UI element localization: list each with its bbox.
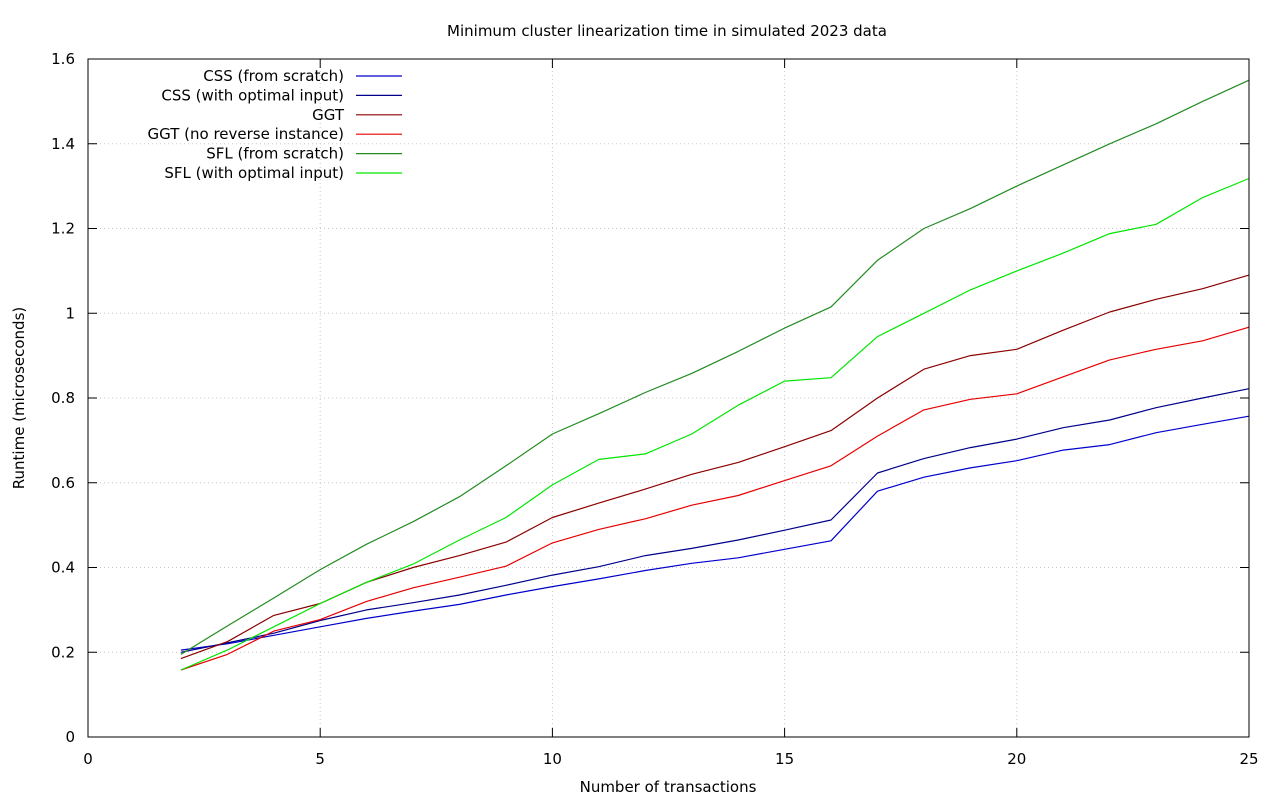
legend-label-4: GGT (no reverse instance)	[148, 125, 345, 143]
series-line-5	[180, 79, 1250, 655]
y-tick-label: 0.8	[51, 389, 75, 407]
y-tick-label: 1	[65, 304, 75, 322]
series-line-1	[180, 415, 1250, 651]
y-tick-label: 1.2	[51, 220, 75, 238]
y-tick-label: 1.6	[51, 50, 75, 68]
y-axis-label: Runtime (microseconds)	[10, 307, 28, 489]
y-tick-label: 0	[65, 728, 75, 746]
x-tick-label: 15	[775, 750, 794, 768]
chart-title: Minimum cluster linearization time in si…	[447, 22, 887, 40]
x-tick-label: 25	[1239, 750, 1258, 768]
legend-label-1: CSS (from scratch)	[203, 67, 344, 85]
legend-label-5: SFL (from scratch)	[206, 145, 344, 163]
x-tick-label: 20	[1007, 750, 1026, 768]
y-tick-label: 1.4	[51, 135, 75, 153]
legend-label-2: CSS (with optimal input)	[161, 86, 344, 104]
x-tick-label: 5	[315, 750, 325, 768]
axis-ticks: 0 0.2 0.4 0.6 0.8 1 1.2 1.4 1.6 0 5 10 15 20 25	[51, 50, 1258, 768]
x-axis-label: Number of transactions	[580, 778, 757, 796]
series-line-2	[180, 388, 1250, 653]
legend-label-6: SFL (with optimal input)	[164, 164, 344, 182]
legend: CSS (from scratch)CSS (with optimal inpu…	[148, 67, 402, 182]
y-tick-label: 0.2	[51, 643, 75, 661]
x-tick-label: 10	[543, 750, 562, 768]
y-tick-label: 0.4	[51, 559, 75, 577]
y-tick-label: 0.6	[51, 474, 75, 492]
series-line-6	[180, 177, 1250, 671]
x-tick-label: 0	[83, 750, 93, 768]
legend-label-3: GGT	[312, 106, 345, 124]
series-lines	[180, 79, 1250, 671]
series-line-4	[180, 326, 1250, 671]
series-line-3	[180, 274, 1250, 660]
